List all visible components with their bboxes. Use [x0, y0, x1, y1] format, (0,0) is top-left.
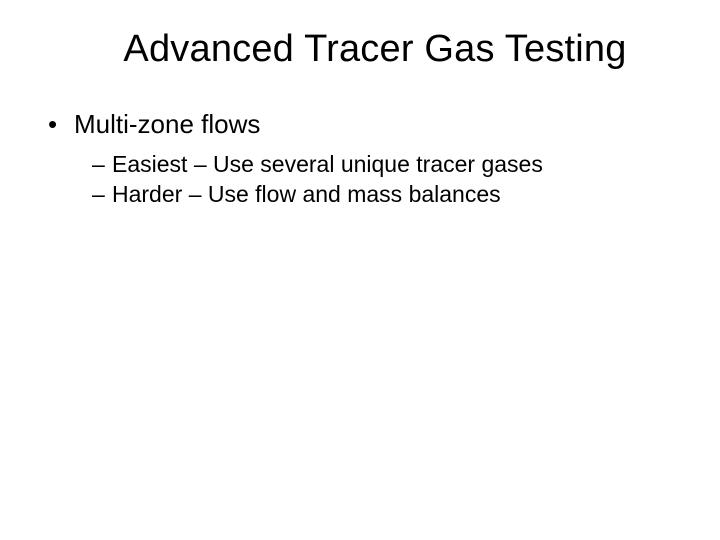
- bullet-marker: –: [92, 150, 112, 180]
- bullet-text: Easiest – Use several unique tracer gase…: [112, 151, 543, 177]
- slide-title: Advanced Tracer Gas Testing: [40, 28, 680, 71]
- bullet-marker: –: [92, 180, 112, 210]
- bullet-level2: –Easiest – Use several unique tracer gas…: [92, 150, 680, 180]
- bullet-marker: •: [48, 109, 74, 140]
- bullet-level2: –Harder – Use flow and mass balances: [92, 180, 680, 210]
- bullet-text: Harder – Use flow and mass balances: [112, 181, 501, 207]
- bullet-level1: •Multi-zone flows: [48, 109, 680, 140]
- bullet-text: Multi-zone flows: [74, 109, 260, 139]
- slide: Advanced Tracer Gas Testing •Multi-zone …: [0, 0, 720, 540]
